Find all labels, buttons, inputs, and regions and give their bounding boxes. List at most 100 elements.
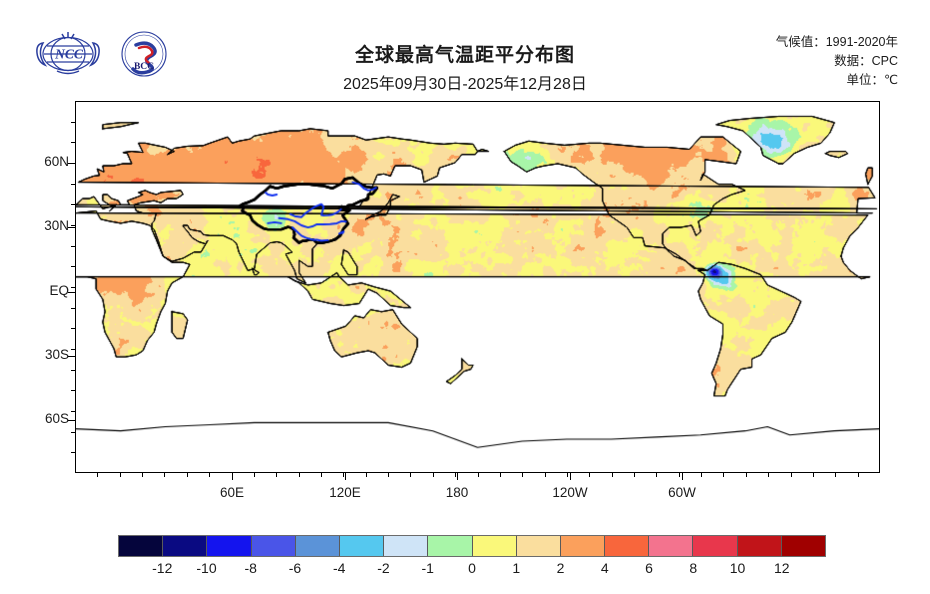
axis-tick [410, 473, 412, 477]
axis-tick [71, 431, 75, 433]
axis-tick [71, 183, 75, 185]
colorbar-tick-label: -1 [421, 560, 434, 576]
axis-tick [388, 473, 390, 477]
axis-tick [768, 473, 770, 477]
axis-tick [186, 473, 188, 477]
colorbar-swatch [560, 536, 606, 556]
axis-tick [253, 473, 255, 477]
axis-tick [68, 420, 75, 422]
colorbar-swatch [428, 536, 473, 556]
x-axis-label-180: 180 [445, 485, 469, 500]
axis-tick [164, 473, 166, 477]
axis-tick [365, 473, 367, 477]
axis-tick [71, 245, 75, 247]
axis-tick [119, 473, 121, 477]
axis-tick [231, 473, 233, 477]
axis-tick [97, 473, 99, 477]
axis-tick [566, 473, 568, 477]
colorbar-tick-label: -12 [152, 560, 173, 576]
metadata-block: 气候值：1991-2020年 数据：CPC 单位：℃ [776, 33, 898, 90]
axis-tick [71, 142, 75, 144]
colorbar-tick-label: 1 [512, 560, 521, 576]
colorbar-tick-label: -2 [377, 560, 390, 576]
bcc-logo-text: BCC [134, 62, 154, 72]
colorbar-swatch [295, 536, 340, 556]
axis-tick [477, 473, 479, 477]
axis-tick [71, 266, 75, 268]
axis-tick [320, 473, 322, 477]
axis-tick [68, 292, 75, 294]
axis-tick [589, 473, 591, 477]
colorbar-tick-label: 12 [773, 560, 790, 576]
axis-tick [232, 473, 234, 480]
units-label: 单位：℃ [846, 73, 898, 87]
colorbar-swatch [693, 536, 738, 556]
axis-tick [71, 287, 75, 288]
world-map-plot [75, 101, 880, 473]
colorbar [118, 535, 826, 557]
axis-tick [745, 473, 747, 477]
colorbar-swatch [516, 536, 561, 556]
colorbar-tick-label: 4 [600, 560, 609, 576]
axis-tick [298, 473, 300, 477]
axis-tick [812, 473, 814, 477]
axis-tick [71, 163, 75, 164]
axis-tick [857, 473, 859, 477]
x-axis-label-120w: 120W [552, 485, 588, 500]
page-title: 全球最高气温距平分布图 [354, 45, 575, 66]
axis-tick [71, 411, 75, 412]
data-source-label: 数据：CPC [834, 54, 898, 68]
axis-tick [343, 473, 345, 477]
axis-tick [209, 473, 211, 477]
x-axis-label-60w: 60W [668, 485, 696, 500]
axis-tick [71, 204, 75, 206]
axis-tick [656, 473, 658, 477]
colorbar-swatch [163, 536, 208, 556]
colorbar-tick-label: 10 [729, 560, 746, 576]
axis-tick [68, 356, 75, 358]
axis-tick [701, 473, 703, 477]
axis-tick [71, 452, 75, 454]
page-subtitle: 2025年09月30日-2025年12月28日 [343, 76, 587, 93]
axis-tick [723, 473, 725, 477]
colorbar-swatch [605, 536, 650, 556]
colorbar-swatch [737, 536, 782, 556]
climatology-label: 气候值：1991-2020年 [775, 35, 898, 49]
axis-tick [544, 473, 546, 477]
axis-tick [678, 473, 680, 477]
ncc-logo: NCC [36, 32, 100, 75]
axis-tick [570, 473, 572, 480]
axis-tick [142, 473, 144, 477]
axis-tick [682, 473, 684, 480]
colorbar-tick-label: 8 [689, 560, 698, 576]
colorbar-swatch [207, 536, 252, 556]
axis-tick [71, 390, 75, 392]
colorbar-tick-label: -8 [244, 560, 257, 576]
colorbar-swatch [119, 536, 164, 556]
axis-tick [432, 473, 434, 477]
axis-tick [455, 473, 457, 477]
x-axis-label-120e: 120E [329, 485, 361, 500]
axis-tick [71, 328, 75, 330]
colorbar-tick-label: -10 [196, 560, 217, 576]
axis-tick [345, 473, 347, 480]
colorbar-tick-label: 2 [556, 560, 565, 576]
colorbar-tick-label: 6 [645, 560, 653, 576]
y-axis-label-30s: 30S [44, 347, 69, 362]
axis-tick [71, 121, 75, 123]
axis-tick [71, 307, 75, 309]
y-axis-label-eq: EQ [49, 283, 69, 298]
colorbar-swatch [649, 536, 694, 556]
colorbar-swatch [339, 536, 385, 556]
colorbar-swatch [781, 536, 825, 556]
axis-tick [611, 473, 613, 477]
colorbar-swatch [384, 536, 429, 556]
axis-tick [457, 473, 459, 480]
colorbar-tick-label: -4 [333, 560, 346, 576]
axis-tick [71, 349, 75, 350]
colorbar-swatch [251, 536, 296, 556]
colorbar-tick-label: -6 [288, 560, 302, 576]
colorbar-tick-label: 0 [468, 560, 476, 576]
axis-tick [71, 225, 75, 226]
